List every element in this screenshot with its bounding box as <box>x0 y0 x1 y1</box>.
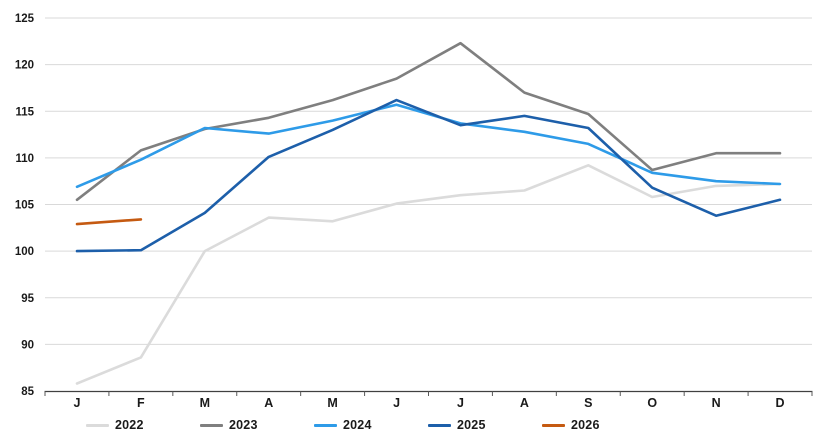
x-axis-label-3-A: A <box>264 396 273 410</box>
legend-item-2026: 2026 <box>542 418 610 432</box>
legend-label-2025: 2025 <box>457 418 486 432</box>
series-line-2025 <box>75 98 782 253</box>
line-chart-plot-area: 85 90 95 100 105 110 115 120 125 J F M A M J J A S O N D <box>15 13 813 410</box>
x-axis-label-2-M: M <box>200 396 210 410</box>
legend-swatch-2026 <box>542 423 565 427</box>
x-axis-label-8-S: S <box>584 396 592 410</box>
legend-swatch-2024 <box>314 423 337 427</box>
legend-item-2024: 2024 <box>314 418 382 432</box>
series-line-2024 <box>75 103 782 189</box>
y-axis-label-120: 120 <box>15 60 34 72</box>
legend-label-2024: 2024 <box>343 418 372 432</box>
y-axis-label-100: 100 <box>15 246 34 258</box>
y-axis-label-115: 115 <box>15 106 34 118</box>
y-axis-label-110: 110 <box>15 153 34 165</box>
legend-label-2023: 2023 <box>229 418 258 432</box>
y-axis-label-105: 105 <box>15 200 35 212</box>
y-axis-label-85: 85 <box>21 386 34 398</box>
x-axis-label-5-J: J <box>393 396 400 410</box>
y-axis-label-125: 125 <box>15 13 35 25</box>
series-line-2022 <box>75 164 782 385</box>
legend-label-2022: 2022 <box>115 418 144 432</box>
legend-item-2023: 2023 <box>200 418 268 432</box>
legend-swatch-2023 <box>200 423 223 427</box>
x-axis-label-1-F: F <box>137 396 145 410</box>
x-axis-label-11-D: D <box>776 396 785 410</box>
x-axis-label-0-J: J <box>73 396 80 410</box>
x-axis-label-4-M: M <box>327 396 337 410</box>
y-axis-label-90: 90 <box>21 339 34 351</box>
legend-item-2025: 2025 <box>428 418 496 432</box>
legend-label-2026: 2026 <box>571 418 600 432</box>
legend-swatch-2022 <box>86 423 109 427</box>
x-axis-label-6-J: J <box>457 396 464 410</box>
legend-swatch-2025 <box>428 423 451 427</box>
chart-legend: 2022 2023 2024 2025 2026 <box>0 412 820 438</box>
legend-item-2022: 2022 <box>86 418 154 432</box>
y-axis-label-95: 95 <box>21 293 34 305</box>
series-line-2026 <box>75 218 143 226</box>
x-axis-label-10-N: N <box>712 396 721 410</box>
x-axis-label-7-A: A <box>520 396 529 410</box>
x-axis-label-9-O: O <box>647 396 657 410</box>
